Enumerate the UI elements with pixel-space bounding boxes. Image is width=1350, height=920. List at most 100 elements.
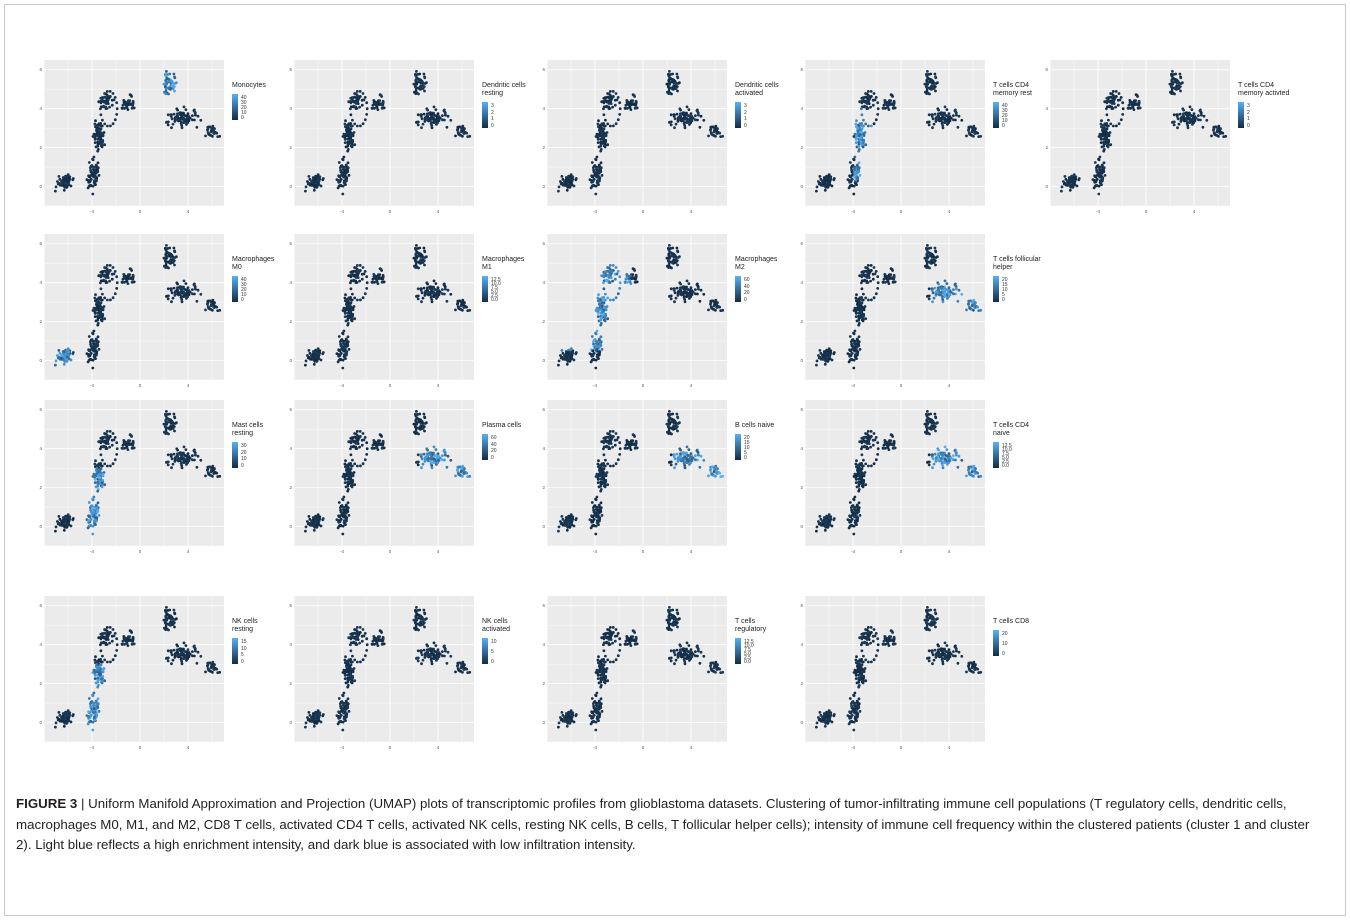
sample-point — [417, 79, 421, 83]
sample-point — [609, 102, 613, 105]
sample-point — [173, 89, 176, 93]
sample-point — [416, 113, 420, 117]
sample-point — [848, 335, 852, 338]
sample-point — [858, 130, 862, 134]
sample-point — [57, 175, 61, 178]
sample-point — [376, 282, 380, 285]
sample-point — [869, 105, 872, 109]
sample-point — [342, 329, 346, 333]
sample-point — [683, 121, 686, 124]
sample-point — [110, 443, 114, 447]
sample-point — [1182, 108, 1185, 112]
sample-point — [939, 291, 943, 294]
sample-point — [441, 292, 444, 296]
sample-point — [629, 100, 632, 104]
sample-point — [866, 90, 870, 93]
sample-point — [126, 282, 130, 285]
sample-point — [350, 319, 354, 323]
x-tick-label: 4 — [948, 383, 951, 388]
sample-point — [430, 124, 434, 127]
sample-point — [187, 118, 190, 122]
sample-point — [934, 250, 938, 254]
sample-point — [594, 135, 598, 138]
sample-point — [97, 514, 101, 517]
sample-point — [598, 130, 602, 133]
sample-point — [931, 117, 935, 121]
sample-point — [604, 138, 608, 142]
sample-point — [926, 251, 930, 255]
sample-point — [1221, 131, 1225, 135]
sample-point — [419, 87, 423, 90]
sample-point — [890, 93, 894, 97]
sample-point — [310, 182, 313, 186]
sample-point — [604, 133, 608, 136]
sample-point — [1101, 166, 1105, 170]
sample-point — [1186, 126, 1190, 130]
sample-point — [1111, 90, 1115, 93]
sample-point — [594, 309, 598, 312]
sample-point — [347, 307, 351, 311]
sample-point — [125, 105, 129, 108]
sample-point — [93, 308, 97, 312]
sample-point — [614, 92, 618, 95]
sample-point — [422, 72, 426, 76]
sample-point — [618, 287, 622, 290]
sample-point — [853, 166, 856, 170]
sample-point — [164, 72, 167, 76]
sample-point — [570, 357, 574, 361]
sample-point — [194, 113, 197, 117]
sample-point — [1172, 73, 1176, 76]
sample-point — [443, 110, 447, 114]
sample-point — [94, 119, 97, 123]
sample-point — [557, 185, 561, 189]
sample-point — [127, 442, 131, 446]
sample-point — [122, 273, 126, 276]
sample-point — [92, 511, 96, 514]
sample-point — [861, 270, 865, 273]
sample-point — [854, 312, 858, 315]
sample-point — [346, 169, 350, 173]
sample-point — [603, 96, 607, 99]
sample-point — [345, 164, 348, 168]
legend-tick-label: 10 — [241, 292, 247, 298]
sample-point — [864, 269, 868, 273]
sample-point — [173, 429, 176, 433]
sample-point — [106, 102, 110, 105]
sample-point — [60, 522, 63, 526]
sample-point — [887, 282, 891, 285]
sample-point — [178, 291, 182, 294]
sample-point — [315, 186, 319, 189]
sample-point — [91, 157, 94, 161]
sample-point — [191, 118, 194, 122]
sample-point — [598, 306, 602, 309]
sample-point — [64, 518, 67, 522]
sample-point — [944, 114, 948, 117]
sample-point — [170, 424, 174, 428]
sample-point — [421, 296, 425, 300]
sample-point — [941, 295, 944, 298]
sample-point — [606, 269, 610, 273]
color-legend: T cells follicular helper 20 15 10 5 0 — [993, 256, 1059, 336]
sample-point — [436, 286, 440, 290]
sample-point — [162, 82, 166, 86]
sample-point — [599, 343, 603, 347]
sample-point — [93, 481, 97, 484]
sample-point — [1097, 135, 1101, 138]
sample-point — [121, 443, 125, 447]
sample-point — [126, 274, 129, 278]
sample-point — [432, 291, 436, 295]
sample-point — [416, 73, 420, 76]
sample-point — [355, 264, 359, 267]
sample-point — [832, 177, 836, 180]
sample-point — [345, 300, 349, 304]
sample-point — [180, 461, 183, 464]
sample-point — [95, 132, 99, 135]
sample-point — [858, 304, 862, 308]
sample-point — [683, 300, 687, 304]
legend-tick-label: 40 — [1002, 103, 1008, 109]
y-tick-label: 6 — [542, 241, 545, 246]
sample-point — [91, 366, 95, 370]
legend-gradient-bar — [482, 276, 488, 302]
sample-point — [713, 301, 716, 305]
sample-point — [211, 298, 215, 302]
